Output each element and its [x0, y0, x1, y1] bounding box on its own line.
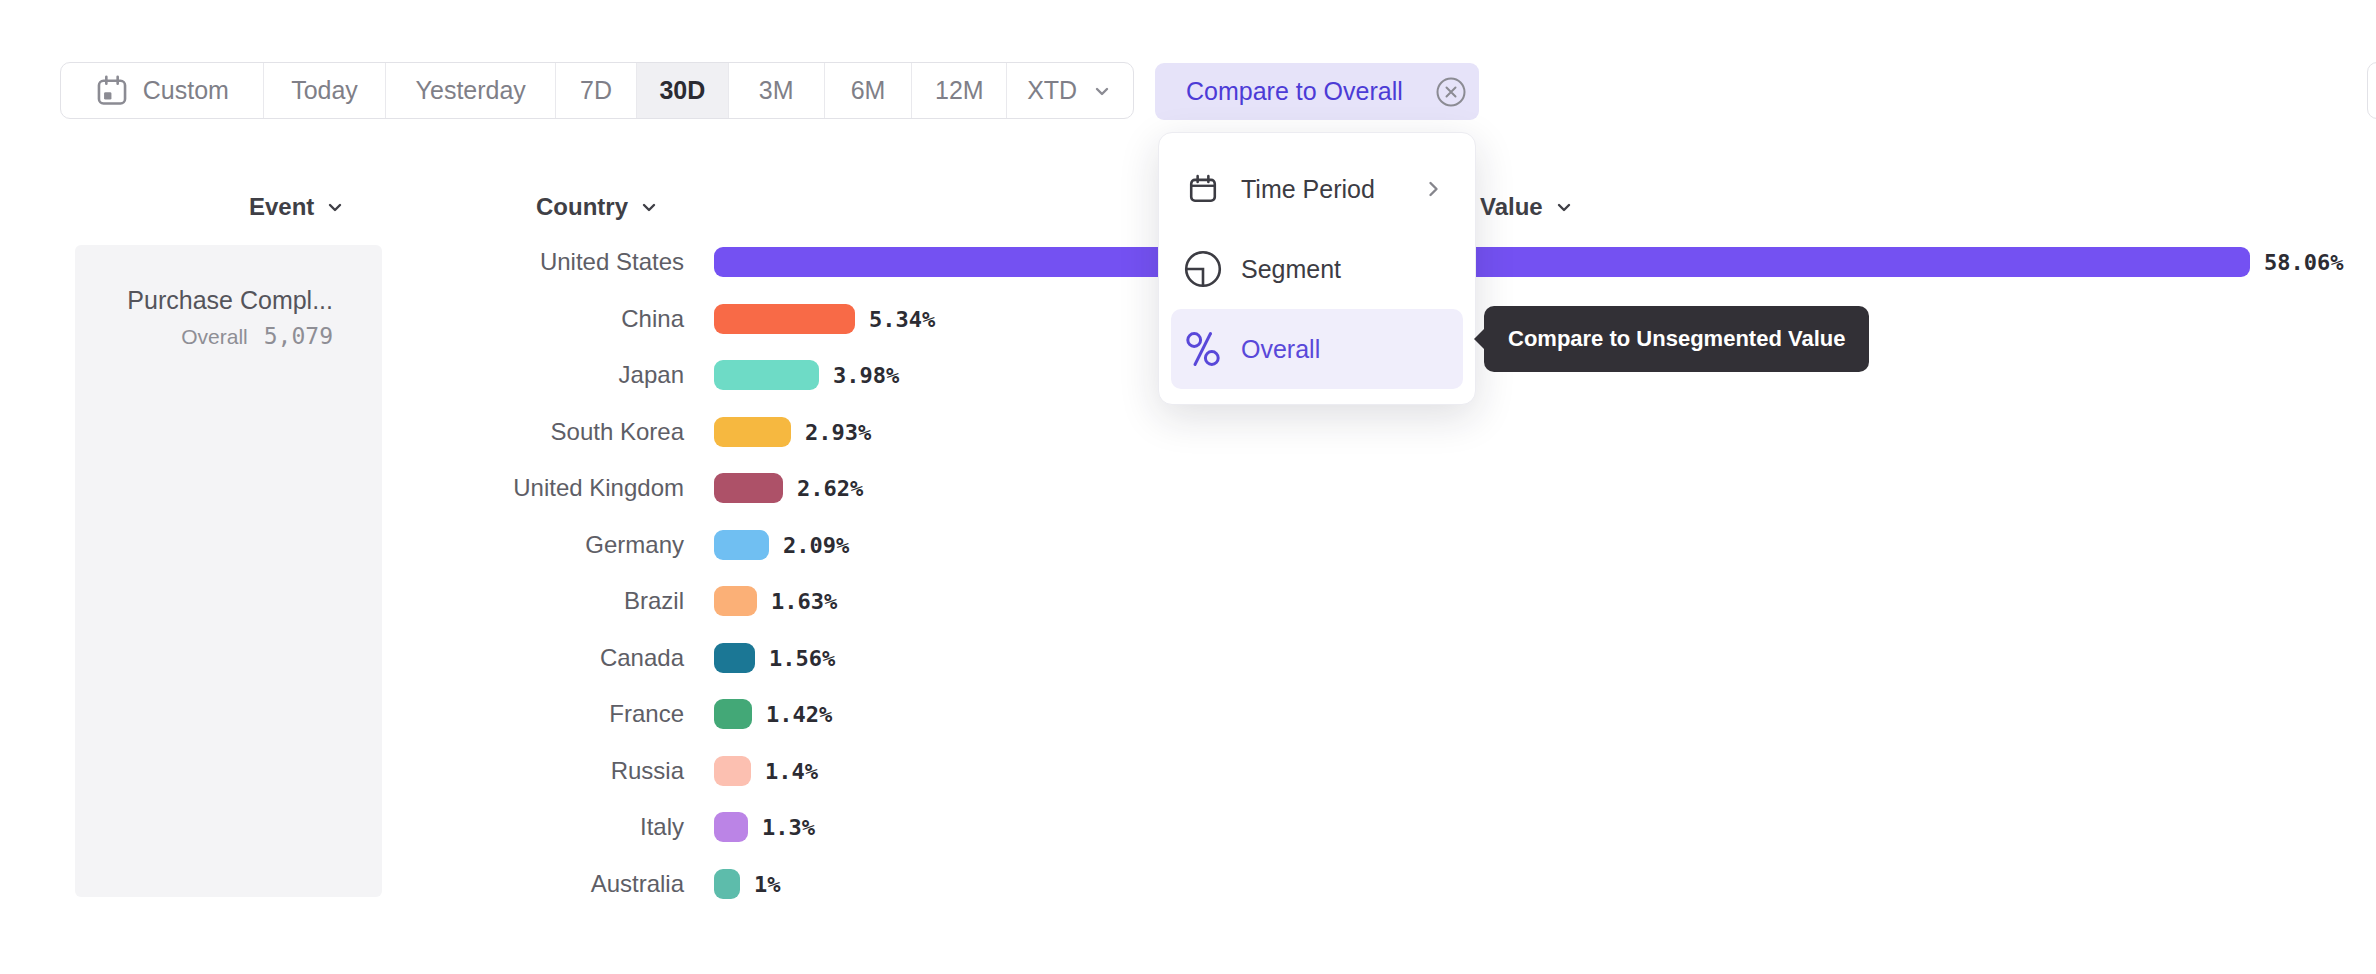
compare-dropdown-menu: Time PeriodSegmentOverall	[1158, 132, 1476, 405]
time-range-30d[interactable]: 30D	[637, 63, 729, 118]
menu-item-time-period[interactable]: Time Period	[1171, 149, 1463, 229]
bar-value-russia: 1.4%	[765, 756, 818, 786]
clipped-right-control[interactable]	[2367, 62, 2376, 119]
bar-value-brazil: 1.63%	[771, 586, 837, 616]
percent-icon	[1184, 330, 1222, 368]
time-range-7d[interactable]: 7D	[556, 63, 637, 118]
dismiss-circled-x-icon[interactable]	[1435, 76, 1467, 108]
event-overall-row: Overall 5,079	[181, 323, 333, 349]
chevron-down-icon	[1091, 80, 1113, 102]
bar-label-russia: Russia	[344, 756, 684, 786]
bar-value-canada: 1.56%	[769, 643, 835, 673]
bar-france[interactable]	[714, 699, 752, 729]
bar-south-korea[interactable]	[714, 417, 791, 447]
time-range-6m[interactable]: 6M	[825, 63, 913, 118]
bar-brazil[interactable]	[714, 586, 757, 616]
column-header-event[interactable]: Event	[249, 192, 346, 222]
event-name: Purchase Compl...	[127, 286, 333, 315]
time-range-custom[interactable]: Custom	[61, 63, 264, 118]
bar-value-united-kingdom: 2.62%	[797, 473, 863, 503]
chevron-right-icon	[1421, 177, 1445, 201]
bar-value-united-states: 58.06%	[2264, 247, 2343, 277]
bar-label-japan: Japan	[344, 360, 684, 390]
column-header-country[interactable]: Country	[536, 192, 660, 222]
bar-italy[interactable]	[714, 812, 748, 842]
bar-canada[interactable]	[714, 643, 755, 673]
bar-united-kingdom[interactable]	[714, 473, 783, 503]
bar-label-germany: Germany	[344, 530, 684, 560]
menu-item-segment[interactable]: Segment	[1171, 229, 1463, 309]
bar-china[interactable]	[714, 304, 855, 334]
bar-value-south-korea: 2.93%	[805, 417, 871, 447]
time-range-12m[interactable]: 12M	[912, 63, 1007, 118]
bar-label-italy: Italy	[344, 812, 684, 842]
bar-label-canada: Canada	[344, 643, 684, 673]
bar-value-japan: 3.98%	[833, 360, 899, 390]
calendar-icon	[1184, 170, 1222, 208]
bar-label-united-states: United States	[344, 247, 684, 277]
tooltip: Compare to Unsegmented Value	[1484, 306, 1869, 372]
tooltip-arrow	[1474, 328, 1485, 350]
bar-value-china: 5.34%	[869, 304, 935, 334]
bar-label-china: China	[344, 304, 684, 334]
app-root: CustomTodayYesterday7D30D3M6M12MXTD Comp…	[0, 0, 2376, 974]
bar-united-states[interactable]	[714, 247, 2250, 277]
bar-label-australia: Australia	[344, 869, 684, 899]
bar-germany[interactable]	[714, 530, 769, 560]
bar-label-brazil: Brazil	[344, 586, 684, 616]
time-range-3m[interactable]: 3M	[729, 63, 825, 118]
overall-label: Overall	[181, 325, 248, 349]
bar-value-france: 1.42%	[766, 699, 832, 729]
bar-russia[interactable]	[714, 756, 751, 786]
time-range-yesterday[interactable]: Yesterday	[386, 63, 556, 118]
compare-to-overall-label: Compare to Overall	[1186, 77, 1435, 106]
bar-australia[interactable]	[714, 869, 740, 899]
time-range-xtd[interactable]: XTD	[1007, 63, 1133, 118]
overall-value: 5,079	[264, 323, 333, 349]
calendar-icon	[95, 74, 129, 108]
bar-label-south-korea: South Korea	[344, 417, 684, 447]
chevron-down-icon	[1553, 196, 1575, 218]
bar-value-germany: 2.09%	[783, 530, 849, 560]
bar-label-united-kingdom: United Kingdom	[344, 473, 684, 503]
event-panel[interactable]: Purchase Compl... Overall 5,079	[75, 245, 382, 897]
column-header-value[interactable]: Value	[1480, 192, 1575, 222]
bar-value-italy: 1.3%	[762, 812, 815, 842]
chevron-down-icon	[324, 196, 346, 218]
tooltip-text: Compare to Unsegmented Value	[1508, 326, 1845, 352]
segment-icon	[1184, 250, 1222, 288]
bar-label-france: France	[344, 699, 684, 729]
chevron-down-icon	[638, 196, 660, 218]
date-range-selector: CustomTodayYesterday7D30D3M6M12MXTD	[60, 62, 1134, 119]
bar-value-australia: 1%	[754, 869, 781, 899]
time-range-today[interactable]: Today	[264, 63, 387, 118]
menu-item-overall[interactable]: Overall	[1171, 309, 1463, 389]
bar-japan[interactable]	[714, 360, 819, 390]
compare-to-overall-button[interactable]: Compare to Overall	[1155, 63, 1479, 120]
